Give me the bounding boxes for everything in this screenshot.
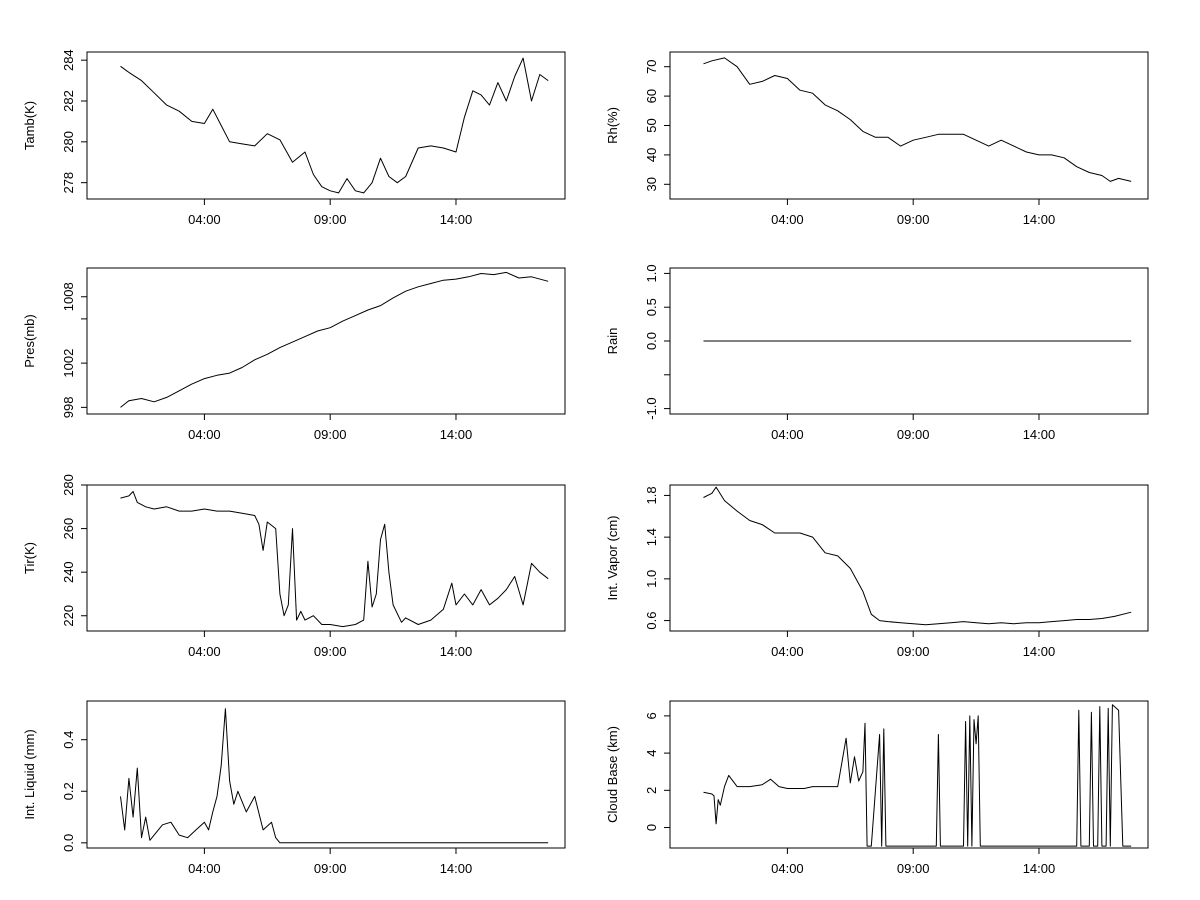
y-tick-label: 282 bbox=[61, 90, 76, 112]
y-tick-label: 1.0 bbox=[644, 264, 659, 282]
plot-frame bbox=[669, 700, 1149, 849]
y-tick-label: 1008 bbox=[61, 282, 76, 311]
panel-int-liquid-mm: 04:00 09:00 14:00 0.0 0.2 0.4 Int. Liquid (mm) bbox=[22, 700, 566, 876]
y-tick-label: 220 bbox=[61, 605, 76, 627]
x-tick-label: 14:00 bbox=[1023, 212, 1056, 227]
x-tick-label: 14:00 bbox=[440, 861, 473, 876]
series-line-int-vapor-cm bbox=[703, 486, 1132, 626]
x-tick-label: 04:00 bbox=[771, 644, 804, 659]
y-tick-label: 260 bbox=[61, 518, 76, 540]
x-tick-label: 04:00 bbox=[771, 861, 804, 876]
x-tick-label: 09:00 bbox=[314, 644, 347, 659]
y-tick-label: 280 bbox=[61, 131, 76, 153]
y-tick-label: 2 bbox=[644, 787, 659, 794]
x-tick-label: 04:00 bbox=[188, 212, 221, 227]
y-tick-label: 0.2 bbox=[61, 782, 76, 800]
x-tick-label: 04:00 bbox=[188, 861, 221, 876]
x-tick-label: 14:00 bbox=[1023, 644, 1056, 659]
x-tick-label: 09:00 bbox=[897, 644, 930, 659]
y-axis-label: Rain bbox=[605, 328, 620, 355]
panel-int-vapor-cm: 04:00 09:00 14:00 0.6 1.0 1.4 1.8 Int. Vapor (c… bbox=[605, 484, 1149, 659]
y-axis-label: Pres(mb) bbox=[22, 314, 37, 367]
plot-frame bbox=[86, 51, 566, 200]
plot-frame bbox=[86, 700, 566, 849]
plot-frame bbox=[86, 267, 566, 415]
y-tick-label: 1.0 bbox=[644, 570, 659, 588]
x-tick-label: 04:00 bbox=[771, 212, 804, 227]
panel-rain: 04:00 09:00 14:00 -1.0 0.0 0.5 1.0 Rain bbox=[605, 264, 1149, 442]
y-tick-label: 50 bbox=[644, 118, 659, 132]
y-axis-label: Cloud Base (km) bbox=[605, 726, 620, 823]
series-line-tir-k bbox=[120, 491, 549, 628]
y-tick-label: 0 bbox=[644, 824, 659, 831]
y-tick-label: 278 bbox=[61, 172, 76, 194]
y-axis-label: Int. Liquid (mm) bbox=[22, 729, 37, 819]
y-tick-label: 70 bbox=[644, 59, 659, 73]
y-tick-label: 1.8 bbox=[644, 486, 659, 504]
y-tick-label: 284 bbox=[61, 49, 76, 71]
panel-tamb-k: 04:00 09:00 14:00 278 280 282 284 Tamb(K) bbox=[22, 49, 566, 227]
x-tick-label: 09:00 bbox=[314, 212, 347, 227]
y-tick-label: 240 bbox=[61, 561, 76, 583]
series-line-cloud-base-km bbox=[703, 704, 1132, 847]
y-tick-label: 0.0 bbox=[644, 332, 659, 350]
series-line-rh bbox=[703, 57, 1132, 182]
x-tick-label: 14:00 bbox=[1023, 427, 1056, 442]
y-tick-label: 0.0 bbox=[61, 834, 76, 852]
x-tick-label: 09:00 bbox=[314, 427, 347, 442]
y-tick-label: 1002 bbox=[61, 349, 76, 378]
y-tick-label: 6 bbox=[644, 712, 659, 719]
x-tick-label: 09:00 bbox=[897, 861, 930, 876]
y-tick-label: 998 bbox=[61, 397, 76, 419]
x-tick-label: 09:00 bbox=[314, 861, 347, 876]
plot-frame bbox=[86, 484, 566, 632]
y-tick-label: 4 bbox=[644, 749, 659, 756]
y-tick-label: 0.4 bbox=[61, 731, 76, 749]
x-tick-label: 14:00 bbox=[440, 212, 473, 227]
y-axis-label: Tir(K) bbox=[22, 542, 37, 574]
y-tick-label: 1.4 bbox=[644, 528, 659, 546]
series-line-pres-mb bbox=[120, 271, 549, 408]
x-tick-label: 09:00 bbox=[897, 212, 930, 227]
x-tick-label: 04:00 bbox=[771, 427, 804, 442]
x-tick-label: 14:00 bbox=[1023, 861, 1056, 876]
y-tick-label: 280 bbox=[61, 474, 76, 496]
y-axis-label: Rh(%) bbox=[605, 107, 620, 144]
panel-tir-k: 04:00 09:00 14:00 220 240 260 280 Tir(K) bbox=[22, 474, 566, 659]
series-line-tamb-k bbox=[120, 57, 549, 194]
y-axis-label: Tamb(K) bbox=[22, 101, 37, 150]
panel-pres-mb: 04:00 09:00 14:00 998 1002 1008 Pres(mb) bbox=[22, 267, 566, 442]
y-axis-label: Int. Vapor (cm) bbox=[605, 515, 620, 600]
x-tick-label: 14:00 bbox=[440, 427, 473, 442]
panel-rh: 04:00 09:00 14:00 30 40 50 60 70 Rh(%) bbox=[605, 51, 1149, 227]
y-tick-label: -1.0 bbox=[644, 397, 659, 419]
x-tick-label: 14:00 bbox=[440, 644, 473, 659]
x-tick-label: 04:00 bbox=[188, 427, 221, 442]
y-tick-label: 0.6 bbox=[644, 612, 659, 630]
x-tick-label: 04:00 bbox=[188, 644, 221, 659]
y-tick-label: 0.5 bbox=[644, 298, 659, 316]
plot-frame bbox=[669, 484, 1149, 632]
series-line-int-liquid-mm bbox=[120, 708, 549, 844]
panel-cloud-base-km: 04:00 09:00 14:00 0 2 4 6 Cloud Base (km) bbox=[605, 700, 1149, 876]
y-tick-label: 60 bbox=[644, 89, 659, 103]
plot-frame bbox=[669, 51, 1149, 200]
x-tick-label: 09:00 bbox=[897, 427, 930, 442]
y-tick-label: 40 bbox=[644, 148, 659, 162]
y-tick-label: 30 bbox=[644, 177, 659, 191]
